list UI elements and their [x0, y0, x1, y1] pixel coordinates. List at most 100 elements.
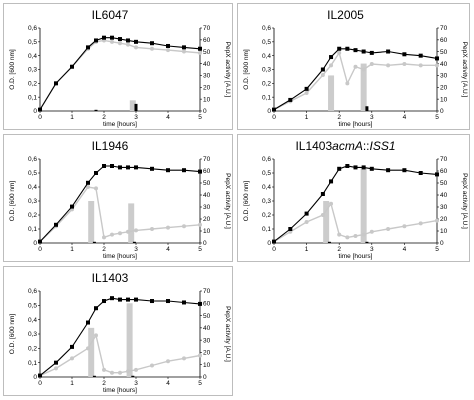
od-data-point [38, 107, 42, 112]
y2-tick-label: 50 [203, 49, 211, 56]
od-series-line [273, 165, 438, 243]
od-data-point [110, 35, 114, 40]
y-axis-label: O.D. [600 nm] [9, 181, 16, 222]
pepx-data-point [102, 367, 106, 372]
y2-tick-label: 60 [203, 168, 211, 175]
od-data-point [345, 164, 350, 168]
pepx-bar [360, 168, 367, 243]
od-data-point [435, 56, 439, 61]
y2-tick-label: 10 [203, 96, 211, 103]
y2-tick-label: 50 [203, 180, 211, 187]
od-data-point [110, 164, 114, 168]
y2-tick-label: 10 [440, 96, 448, 103]
x-axis-label: time [hours] [103, 253, 137, 260]
chart-panel-il1946: IL1946 0 0,1 0,2 0,3 0,4 0,5 0,6 0 10 20 30 40 50 60 70… [3, 134, 233, 262]
y-tick-label: 0,5 [28, 39, 37, 46]
od-data-point [54, 81, 58, 86]
pepx-data-point [337, 232, 342, 237]
pepx-data-point [182, 49, 186, 54]
pepx-data-point [304, 91, 309, 96]
od-data-point [304, 211, 309, 216]
y2-tick-label: 70 [440, 25, 448, 32]
od-data-point [86, 180, 90, 185]
od-data-point [134, 39, 138, 44]
y2-tick-label: 10 [203, 362, 211, 369]
y2-tick-label: 20 [203, 350, 211, 357]
y-tick-label: 0,6 [262, 156, 271, 163]
pepx-bar [327, 241, 331, 243]
od-data-point [272, 107, 276, 112]
x-tick-label: 4 [403, 246, 407, 253]
y2-tick-label: 40 [440, 61, 448, 68]
od-data-point [329, 179, 334, 184]
od-data-point [126, 297, 130, 302]
x-tick-label: 4 [166, 114, 170, 121]
od-data-point [102, 164, 106, 168]
pepx-data-point [150, 46, 154, 51]
y-tick-label: 0,1 [262, 94, 271, 101]
od-data-point [102, 299, 106, 304]
pepx-data-point [86, 346, 90, 351]
pepx-series-line [273, 51, 437, 111]
pepx-data-point [402, 224, 407, 229]
pepx-bar [365, 241, 369, 243]
od-data-point [361, 165, 366, 170]
od-data-point [150, 299, 154, 304]
pepx-data-point [182, 224, 186, 229]
y2-tick-label: 0 [203, 108, 207, 115]
pepx-data-point [345, 81, 350, 86]
y-axis-label: O.D. [600 nm] [243, 49, 250, 90]
chart-title-part: IL1403 [295, 139, 332, 153]
pepx-data-point [418, 63, 423, 68]
x-tick-label: 2 [102, 246, 106, 253]
pepx-data-point [198, 222, 202, 227]
x-tick-label: 3 [134, 380, 138, 387]
od-data-point [353, 48, 358, 53]
y2-axis-label: PepX activity [A.U.] [224, 173, 231, 229]
y2-tick-label: 20 [440, 84, 448, 91]
pepx-data-point [110, 39, 114, 44]
pepx-data-point [320, 73, 325, 78]
od-data-point [288, 97, 293, 102]
pepx-data-point [94, 186, 98, 191]
y-tick-label: 0,3 [28, 67, 37, 74]
pepx-bar [88, 201, 95, 243]
od-data-point [369, 50, 374, 55]
od-data-point [150, 166, 154, 171]
od-data-point [118, 37, 122, 42]
od-data-point [182, 168, 186, 173]
od-data-point [102, 35, 106, 40]
chart-title-part: :: [363, 139, 370, 153]
y2-tick-label: 30 [203, 73, 211, 80]
od-data-point [386, 49, 391, 54]
od-data-point [166, 299, 170, 304]
chart-il1403acma-iss1: IL1403acmA::ISS100,10,20,30,40,50,601020… [243, 139, 468, 260]
y-tick-label: 0,6 [28, 156, 37, 163]
y-tick-label: 0,6 [28, 288, 37, 295]
pepx-data-point [134, 367, 138, 372]
pepx-bar [131, 375, 135, 377]
pepx-data-point [102, 235, 106, 240]
pepx-data-point [182, 356, 186, 361]
y2-tick-label: 0 [203, 240, 207, 247]
y2-tick-label: 50 [440, 49, 448, 56]
y2-tick-label: 60 [203, 300, 211, 307]
y-tick-label: 0,3 [28, 198, 37, 205]
chart-title: IL1946 [92, 139, 129, 153]
od-data-point [304, 86, 309, 91]
x-tick-label: 5 [435, 246, 439, 253]
y2-tick-label: 60 [203, 37, 211, 44]
x-tick-label: 2 [102, 114, 106, 121]
y2-tick-label: 20 [203, 216, 211, 223]
y-tick-label: 0 [267, 108, 271, 115]
od-data-point [198, 301, 202, 306]
y-tick-label: 0,1 [262, 226, 271, 233]
od-data-point [386, 168, 391, 173]
pepx-bar [88, 327, 95, 377]
y-tick-label: 0,4 [28, 184, 37, 191]
pepx-data-point [150, 227, 154, 231]
pepx-data-point [118, 370, 122, 375]
pepx-bar [92, 375, 96, 377]
od-data-point [118, 297, 122, 302]
pepx-data-point [435, 218, 439, 223]
